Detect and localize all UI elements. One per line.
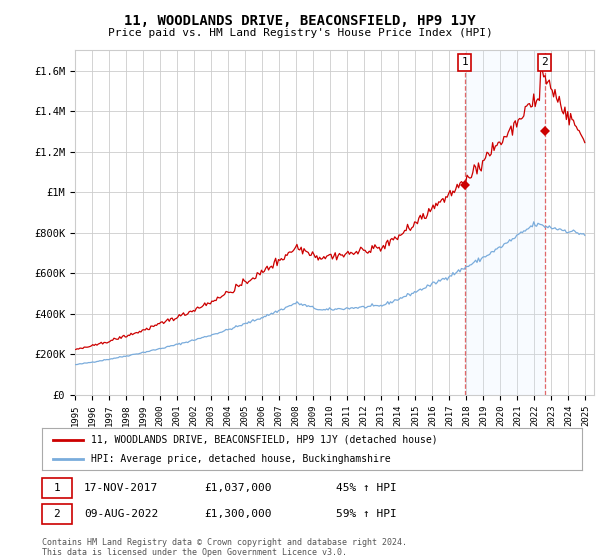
Text: 2: 2 — [541, 57, 548, 67]
Text: £1,037,000: £1,037,000 — [204, 483, 271, 493]
Text: HPI: Average price, detached house, Buckinghamshire: HPI: Average price, detached house, Buck… — [91, 454, 390, 464]
Text: 2: 2 — [53, 509, 61, 519]
Text: 1: 1 — [461, 57, 468, 67]
Text: £1,300,000: £1,300,000 — [204, 509, 271, 519]
Text: 17-NOV-2017: 17-NOV-2017 — [84, 483, 158, 493]
Text: 11, WOODLANDS DRIVE, BEACONSFIELD, HP9 1JY (detached house): 11, WOODLANDS DRIVE, BEACONSFIELD, HP9 1… — [91, 435, 437, 445]
Text: 45% ↑ HPI: 45% ↑ HPI — [336, 483, 397, 493]
Text: Contains HM Land Registry data © Crown copyright and database right 2024.
This d: Contains HM Land Registry data © Crown c… — [42, 538, 407, 557]
Bar — [464, 50, 545, 395]
Text: 11, WOODLANDS DRIVE, BEACONSFIELD, HP9 1JY: 11, WOODLANDS DRIVE, BEACONSFIELD, HP9 1… — [124, 14, 476, 28]
Text: 1: 1 — [53, 483, 61, 493]
Text: Price paid vs. HM Land Registry's House Price Index (HPI): Price paid vs. HM Land Registry's House … — [107, 28, 493, 38]
Text: 09-AUG-2022: 09-AUG-2022 — [84, 509, 158, 519]
Text: 59% ↑ HPI: 59% ↑ HPI — [336, 509, 397, 519]
